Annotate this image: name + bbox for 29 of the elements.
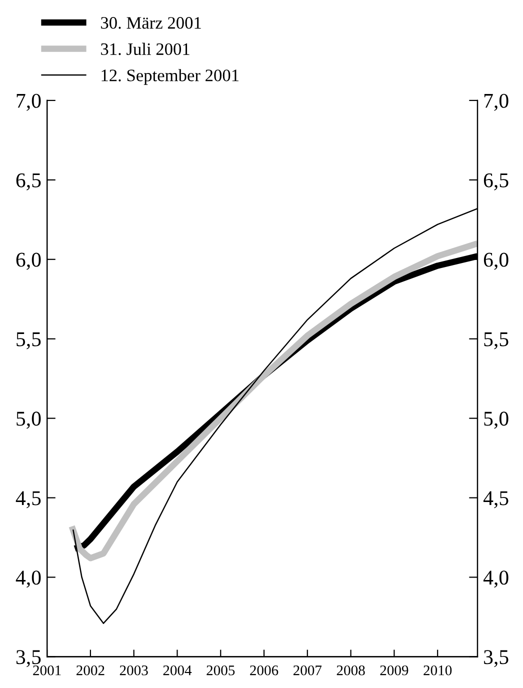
y-tick-label: 5,5 [16, 332, 41, 350]
y2-tick-label: 6,5 [484, 173, 508, 190]
x-tick-label: 2007 [293, 665, 322, 676]
y-tick-label: 4,5 [16, 491, 41, 508]
legend-label: 30. März 2001 [101, 17, 201, 29]
y-tick-label: 7,0 [16, 94, 41, 111]
y2-tick-label: 6,0 [484, 252, 508, 270]
x-tick-label: 2001 [33, 665, 61, 676]
y2-tick-label: 5,0 [484, 412, 508, 429]
x-tick-label: 2009 [380, 665, 408, 676]
legend-label: 12. September 2001 [102, 69, 239, 85]
x-tick-label: 2010 [424, 665, 452, 676]
y2-tick-label: 4,5 [483, 491, 508, 508]
x-tick-label: 2002 [76, 665, 104, 676]
y2-tick-label: 5,5 [484, 332, 508, 350]
y-tick-label: 3,5 [16, 650, 41, 668]
y-tick-label: 6,5 [16, 173, 41, 190]
y-tick-label: 4,0 [16, 570, 41, 588]
x-tick-label: 2005 [206, 665, 235, 676]
y2-tick-label: 7,0 [484, 94, 508, 111]
y2-tick-label: 3,5 [484, 650, 508, 668]
y-tick-label: 5,0 [16, 412, 41, 429]
x-tick-label: 2006 [250, 665, 278, 676]
y2-tick-label: 4,0 [483, 570, 508, 588]
x-tick-label: 2008 [336, 665, 365, 676]
x-tick-label: 2004 [163, 665, 192, 676]
legend-label: 31. Juli 2001 [101, 42, 190, 56]
x-tick-label: 2003 [120, 665, 148, 676]
y-tick-label: 6,0 [16, 252, 41, 270]
